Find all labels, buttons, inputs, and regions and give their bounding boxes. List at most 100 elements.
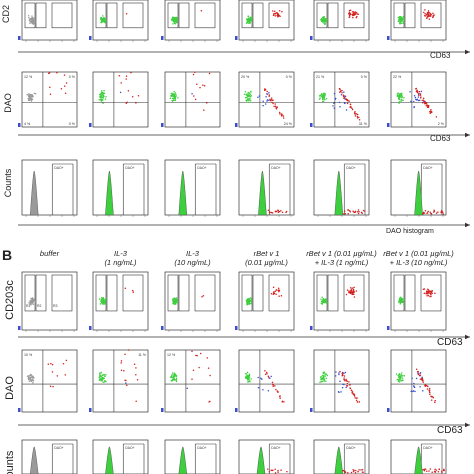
histogram-dao-0: DAO+	[21, 439, 78, 474]
event-dot	[397, 97, 400, 99]
histogram-peak	[414, 446, 423, 474]
gate-r1	[316, 2, 328, 29]
event-dot	[324, 298, 327, 301]
event-dot	[120, 82, 122, 84]
gate-r3	[343, 2, 365, 29]
event-dot	[422, 212, 424, 215]
gate-r1	[316, 274, 328, 312]
event-dot	[244, 97, 247, 99]
event-dot	[397, 378, 399, 380]
event-dot	[426, 212, 429, 214]
event-dot	[274, 103, 276, 105]
event-dot	[397, 20, 400, 23]
event-dot	[319, 97, 321, 99]
event-dot	[26, 93, 29, 96]
event-dot	[277, 13, 279, 15]
event-dot	[434, 292, 436, 295]
event-dot	[322, 94, 324, 97]
event-dot	[264, 88, 266, 90]
event-dot	[427, 291, 430, 294]
event-dot	[402, 15, 405, 18]
dotplot-dao-2: 12 %	[161, 349, 221, 413]
event-dot	[343, 378, 345, 381]
condition-header: IL-3	[114, 249, 128, 258]
event-dot	[176, 300, 179, 302]
condition-header: rBet v 1 (0.01 µg/mL)	[383, 249, 454, 258]
gate-r2	[35, 274, 47, 312]
event-dot	[320, 302, 323, 305]
gate-r1	[24, 2, 36, 29]
event-dot	[124, 353, 126, 355]
event-dot	[400, 100, 402, 103]
event-dot	[250, 101, 252, 103]
event-dot	[322, 371, 325, 374]
event-dot	[31, 379, 33, 381]
event-dot	[26, 375, 29, 378]
event-dot	[356, 113, 359, 116]
gate-r1	[393, 2, 405, 29]
event-dot	[354, 115, 357, 117]
event-dot	[355, 469, 357, 472]
event-dot	[265, 371, 268, 374]
event-dot	[99, 374, 101, 376]
event-dot	[361, 471, 364, 473]
event-dot	[206, 357, 209, 359]
event-dot	[63, 85, 66, 87]
condition-header: rBet v 1	[254, 249, 280, 258]
event-dot	[427, 105, 430, 108]
event-dot	[356, 117, 359, 119]
event-dot	[426, 104, 428, 106]
event-dot	[274, 385, 276, 387]
event-dot	[195, 354, 197, 357]
event-dot	[342, 94, 345, 96]
dotplot-dao-0: 10 %	[18, 349, 78, 413]
event-dot	[419, 373, 421, 375]
event-dot	[413, 105, 416, 108]
event-dot	[441, 471, 443, 474]
event-dot	[174, 298, 177, 301]
gate-label: R2	[37, 304, 42, 308]
gate-r2	[178, 274, 190, 312]
event-dot	[356, 115, 359, 118]
event-dot	[425, 102, 428, 104]
gate-r1	[241, 2, 253, 29]
event-dot	[104, 98, 107, 100]
event-dot	[345, 109, 348, 111]
row-label-a1: CD2	[1, 5, 11, 23]
event-dot	[245, 99, 247, 102]
event-dot	[356, 15, 358, 18]
event-dot	[262, 104, 264, 107]
axis-marker	[18, 36, 21, 40]
event-dot	[349, 13, 352, 16]
event-dot	[172, 376, 175, 378]
event-dot	[351, 108, 354, 111]
event-dot	[272, 99, 274, 102]
event-dot	[30, 98, 32, 101]
event-dot	[173, 94, 175, 97]
event-dot	[191, 378, 193, 380]
event-dot	[361, 468, 364, 471]
event-dot	[175, 375, 178, 377]
event-dot	[430, 111, 433, 114]
event-dot	[28, 98, 31, 100]
event-dot	[344, 471, 347, 473]
event-dot	[31, 302, 33, 305]
dotplot-cd203c-0: R1 R2 R3	[18, 271, 78, 332]
event-dot	[171, 374, 173, 377]
event-dot	[424, 9, 426, 11]
event-dot	[272, 385, 274, 387]
event-dot	[56, 72, 58, 74]
event-dot	[103, 21, 106, 23]
histogram-dao-5: DAO+	[390, 159, 447, 217]
event-dot	[171, 372, 174, 374]
event-dot	[323, 301, 326, 304]
event-dot	[416, 89, 418, 92]
event-dot	[277, 209, 279, 211]
axis-arrow-head	[465, 422, 470, 428]
event-dot	[339, 90, 342, 93]
dotplot-cd203c-1	[89, 0, 149, 42]
event-dot	[274, 468, 276, 471]
event-dot	[173, 299, 175, 302]
event-dot	[323, 371, 326, 374]
event-dot	[175, 377, 178, 380]
